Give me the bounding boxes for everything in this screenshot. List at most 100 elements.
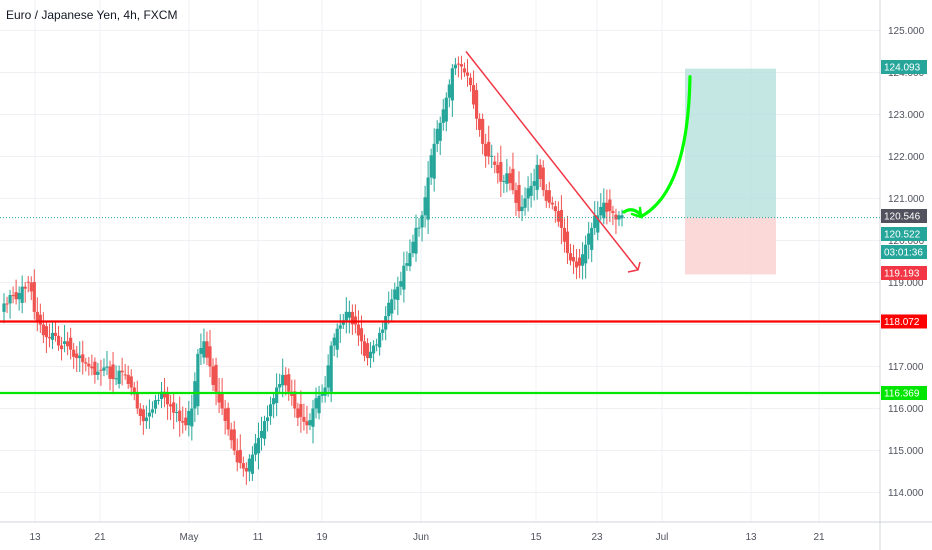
candle-body [23,286,27,289]
candle-body [375,344,379,346]
candle-body [96,371,100,375]
candle-body [32,281,36,312]
candle-body [417,227,421,229]
y-tick-label: 117.000 [888,362,924,373]
candle-body [381,329,385,333]
candle-body [602,202,606,219]
candle-body [456,63,461,65]
candle-body [459,64,464,67]
x-tick-label: 21 [813,532,825,543]
candle-body [141,409,145,422]
x-tick-label: 13 [745,532,757,543]
candle-body [129,376,133,388]
candle-body [287,374,291,392]
candle-body [247,458,251,472]
level-tag-label: 116.369 [884,389,920,400]
candle-body [565,231,570,254]
candle-body [69,337,73,350]
candle-body [117,370,121,384]
y-tick-label: 119.000 [888,278,924,289]
candle-body [223,408,227,421]
candle-body [135,392,139,409]
candle-body [596,215,600,233]
candle-body [414,227,418,254]
y-tick-label: 121.000 [888,194,925,205]
x-tick-label: 19 [316,532,328,543]
candle-body [323,387,327,396]
candle-body [335,328,339,350]
candle-body [278,384,282,388]
candle-body [356,324,361,336]
candle-body [468,77,473,86]
grid [0,0,880,522]
candle-body [238,449,242,464]
x-tick-label: 11 [253,532,264,543]
candle-body [17,293,21,300]
candle-body [178,410,182,422]
candle-body [256,437,261,454]
candle-body [5,303,9,305]
candle-body [53,332,58,336]
candle-body [123,374,127,376]
candle-body [532,181,536,186]
candle-body [350,311,354,325]
candle-body [493,161,497,165]
candle-body [432,143,436,179]
candle-body [523,198,527,208]
candle-body [41,324,45,336]
candle-body [568,253,573,261]
price-tag-bg [881,209,927,223]
candles [2,55,624,485]
candle-body [165,392,170,405]
candle-body [411,241,415,254]
candle-body [426,177,430,220]
candle-body [199,348,203,354]
candle-body [408,253,412,267]
stop-loss-zone[interactable] [685,217,776,275]
candle-body [559,210,564,228]
candle-body [590,227,594,250]
candle-body [520,206,524,212]
price-tag: 120.522 [881,227,927,241]
y-tick-label: 114.000 [888,488,924,499]
candle-body [20,286,24,303]
x-tick-label: 13 [29,532,41,543]
candle-body [105,366,109,368]
level-tag: 118.072 [881,314,927,329]
candle-body [584,244,588,264]
candle-body [214,364,218,392]
candle-body [72,349,76,357]
candle-body [108,366,112,379]
candle-body [120,370,124,373]
candle-body [111,364,115,380]
candle-body [241,463,245,469]
x-tick-label: 21 [94,532,106,543]
candle-body [396,286,400,301]
candle-body [35,311,39,323]
candle-body [502,180,506,182]
candle-body [326,365,330,388]
candle-body [314,398,318,409]
candle-body [593,215,597,228]
trend-line[interactable] [465,51,639,271]
candle-body [553,206,557,212]
candle-body [235,450,239,463]
take-profit-zone[interactable] [685,68,776,218]
candle-body [344,311,348,321]
candle-body [44,326,49,338]
candle-body [465,72,470,76]
candle-body [175,412,179,414]
candle-body [147,412,152,417]
green-curved-arrow[interactable] [622,75,692,219]
candle-body [8,295,12,304]
candle-body [211,366,215,385]
price-tag-bg [881,266,927,280]
candle-body [87,363,91,367]
candle-body [371,345,376,354]
candle-body [308,420,312,426]
candle-body [59,345,64,350]
candle-body [138,408,142,417]
candle-body [84,362,88,364]
